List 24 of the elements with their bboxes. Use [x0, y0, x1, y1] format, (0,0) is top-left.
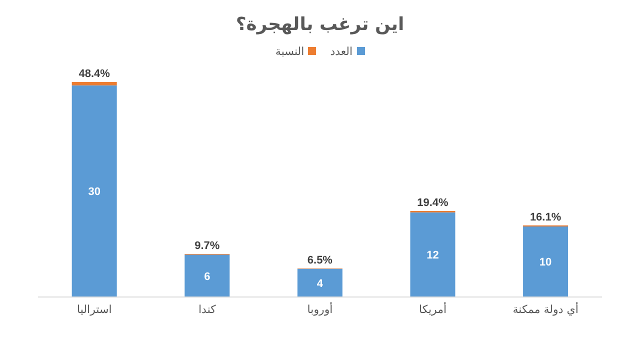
legend-label: النسبة: [275, 44, 306, 60]
x-tick-label: أوروبا: [307, 302, 333, 316]
data-label: 12: [426, 250, 439, 262]
x-tick-label: كندا: [198, 302, 217, 316]
data-label: 16.1%: [530, 211, 562, 224]
legend-label: العدد: [330, 44, 354, 60]
bar: [72, 85, 117, 297]
bar: [523, 226, 568, 297]
data-label: 10: [539, 256, 552, 269]
chart-title: اين ترغب بالهجرة؟: [234, 13, 406, 37]
x-tick-label: استراليا: [77, 302, 112, 316]
data-label: 48.4%: [78, 68, 110, 80]
bar: [297, 268, 342, 297]
data-label: 6: [204, 270, 210, 283]
bar: [184, 254, 230, 297]
data-label: 19.4%: [417, 196, 449, 209]
data-label: 4: [316, 278, 324, 290]
data-label: 9.7%: [194, 240, 220, 252]
data-label: 6.5%: [307, 254, 333, 266]
data-label: 30: [88, 186, 100, 198]
bar: [410, 212, 456, 297]
x-tick-label: أمريكا: [419, 302, 447, 316]
x-tick-label: أي دولة ممكنة: [512, 302, 578, 316]
bar: [72, 82, 117, 86]
